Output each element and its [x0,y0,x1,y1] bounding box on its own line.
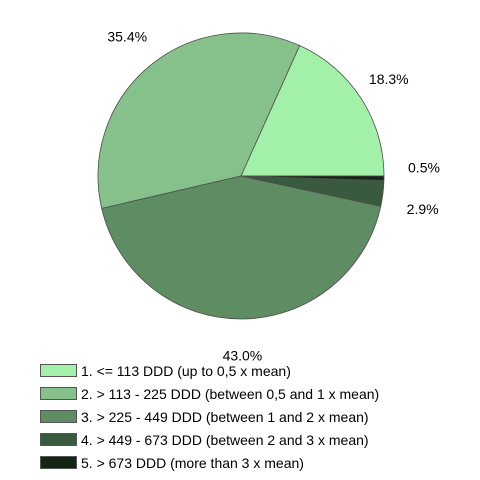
pie-value-label-3: 43.0% [223,348,263,364]
pie-value-label-4: 2.9% [407,201,439,217]
pie-value-label-5: 0.5% [408,160,440,176]
legend-item-1: 1. <= 113 DDD (up to 0,5 x mean) [40,359,480,382]
pie-slice-2 [97,32,301,209]
legend-swatch-2 [40,387,77,400]
pie-slice-1 [240,45,385,177]
pie-value-label-1: 18.3% [369,71,409,87]
legend-label-1: 1. <= 113 DDD (up to 0,5 x mean) [81,362,291,379]
pie-value-label-2: 35.4% [107,29,147,45]
pie-slice-3 [101,175,382,320]
legend-item-4: 4. > 449 - 673 DDD (between 2 and 3 x me… [40,428,480,451]
pie-value-labels: 18.3% 35.4% 43.0% 2.9% 0.5% [107,29,440,364]
legend-swatch-3 [40,410,77,423]
legend-label-4: 4. > 449 - 673 DDD (between 2 and 3 x me… [81,431,369,448]
pie-slice-5 [240,175,385,181]
legend: 1. <= 113 DDD (up to 0,5 x mean) 2. > 11… [40,359,480,474]
legend-label-5: 5. > 673 DDD (more than 3 x mean) [81,454,304,471]
pie-slices [97,32,385,320]
legend-swatch-1 [40,364,77,377]
legend-swatch-5 [40,456,77,469]
legend-label-3: 3. > 225 - 449 DDD (between 1 and 2 x me… [81,408,369,425]
legend-item-5: 5. > 673 DDD (more than 3 x mean) [40,451,480,474]
legend-item-3: 3. > 225 - 449 DDD (between 1 and 2 x me… [40,405,480,428]
legend-swatch-4 [40,433,77,446]
legend-label-2: 2. > 113 - 225 DDD (between 0,5 and 1 x … [81,385,380,402]
legend-item-2: 2. > 113 - 225 DDD (between 0,5 and 1 x … [40,382,480,405]
